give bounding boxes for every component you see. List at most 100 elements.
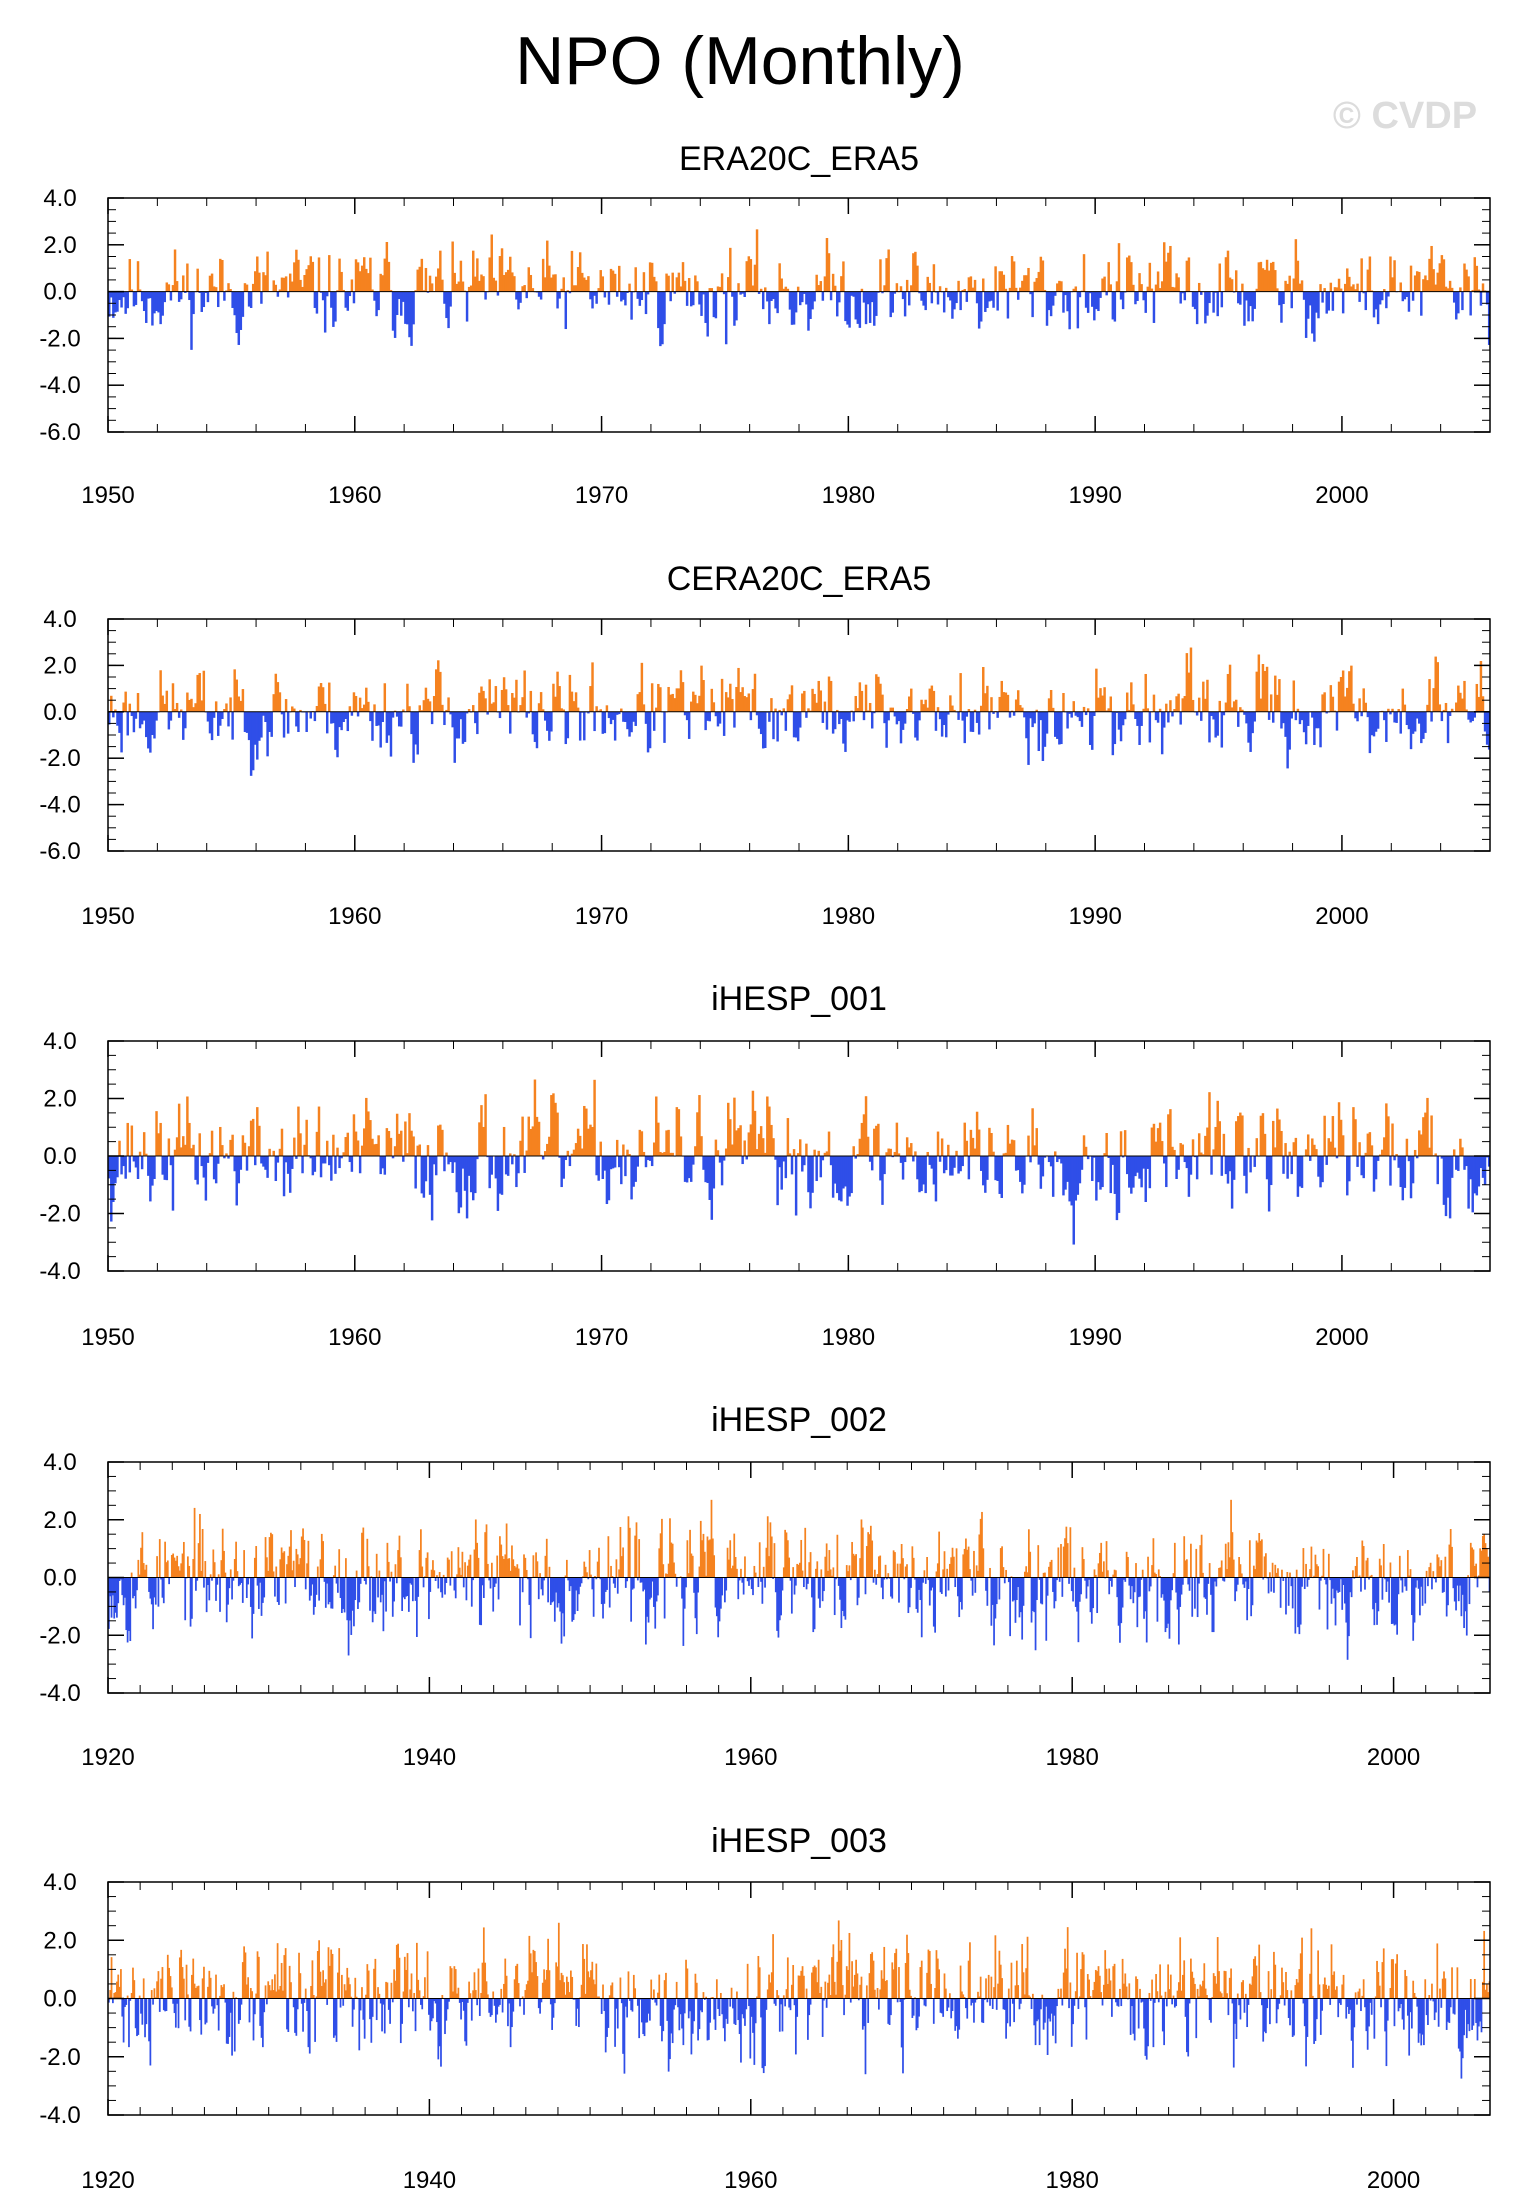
positive-bar (1274, 1147, 1277, 1157)
positive-bar (1255, 1540, 1258, 1578)
negative-bar (1465, 1156, 1468, 1167)
positive-bar (293, 1137, 296, 1156)
positive-bar (560, 288, 563, 292)
positive-bar (416, 1145, 419, 1156)
positive-bar (1361, 1540, 1364, 1578)
positive-bar (653, 1989, 655, 1999)
positive-bar (564, 1994, 567, 1999)
negative-bar (260, 711, 263, 738)
negative-bar (305, 711, 308, 732)
negative-bar (1313, 291, 1316, 342)
negative-bar (714, 291, 718, 319)
negative-bar (842, 711, 845, 744)
positive-bar (441, 1995, 444, 1999)
positive-bar (1439, 1566, 1441, 1578)
positive-bar (683, 280, 687, 292)
negative-bar (383, 1998, 386, 2034)
positive-bar (1439, 1988, 1441, 1999)
negative-bar (1184, 1998, 1187, 2017)
negative-bar (697, 1998, 699, 2041)
positive-bar (681, 262, 685, 292)
negative-bar (153, 1156, 156, 1179)
positive-bar (1237, 1116, 1240, 1156)
positive-bar (1191, 1139, 1195, 1156)
positive-bar (1112, 1966, 1115, 1999)
positive-bar (142, 1563, 145, 1578)
negative-bar (1006, 291, 1010, 319)
negative-bar (1099, 1156, 1102, 1190)
negative-bar (908, 1577, 911, 1608)
positive-bar (406, 683, 409, 712)
negative-bar (1401, 1998, 1404, 2020)
negative-bar (373, 291, 376, 301)
positive-bar (1354, 289, 1357, 292)
positive-bar (689, 1529, 691, 1578)
positive-bar (305, 269, 308, 292)
negative-bar (1239, 1998, 1242, 2020)
positive-bar (702, 680, 705, 712)
negative-bar (1329, 1577, 1332, 1581)
negative-bar (1323, 1577, 1326, 1580)
positive-bar (735, 1130, 738, 1156)
negative-bar (1472, 1998, 1475, 2026)
positive-bar (229, 1569, 232, 1578)
negative-bar (903, 1577, 906, 1580)
positive-bar (669, 694, 672, 712)
positive-bar (1391, 1123, 1394, 1156)
positive-bar (554, 696, 557, 712)
negative-bar (1040, 1998, 1042, 2010)
negative-bar (1284, 711, 1287, 737)
positive-bar (1350, 286, 1353, 292)
positive-bar (482, 276, 485, 292)
negative-bar (1385, 1998, 1388, 2067)
negative-bar (1234, 1577, 1236, 1602)
positive-bar (765, 1547, 768, 1578)
positive-bar (1212, 1973, 1215, 1999)
negative-bar (478, 1998, 481, 2016)
positive-bar (1463, 680, 1466, 712)
positive-bar (1269, 1572, 1271, 1578)
negative-bar (429, 1998, 432, 2031)
positive-bar (118, 1140, 121, 1156)
positive-bar (731, 1144, 734, 1156)
negative-bar (151, 291, 154, 326)
negative-bar (961, 711, 964, 721)
negative-bar (838, 1156, 841, 1201)
negative-bar (1380, 1998, 1382, 2008)
positive-bar (610, 1565, 612, 1578)
negative-bar (579, 1577, 582, 1587)
positive-bar (178, 1957, 181, 1999)
negative-bar (1077, 1998, 1080, 2009)
positive-bar (786, 699, 790, 712)
positive-bar (1263, 670, 1267, 712)
negative-bar (919, 1577, 922, 1601)
positive-bar (1216, 1937, 1219, 1999)
positive-bar (1459, 287, 1462, 292)
positive-bar (1362, 688, 1365, 712)
positive-bar (1008, 1143, 1012, 1156)
negative-bar (1467, 1156, 1470, 1209)
negative-bar (714, 711, 718, 717)
negative-bar (188, 291, 191, 301)
positive-bar (356, 262, 360, 292)
positive-bar (962, 1994, 965, 1999)
negative-bar (982, 1998, 985, 2023)
negative-bar (495, 1577, 497, 1584)
positive-bar (209, 1574, 212, 1578)
negative-bar (294, 1998, 296, 2033)
negative-bar (374, 1577, 377, 1614)
x-tick-label: 1920 (81, 2167, 134, 2194)
positive-bar (1123, 1983, 1125, 1999)
positive-bar (1228, 277, 1232, 292)
positive-bar (328, 255, 331, 292)
negative-bar (1289, 1998, 1291, 2026)
positive-bar (126, 1122, 129, 1156)
positive-bar (1315, 1149, 1318, 1156)
negative-bar (690, 291, 693, 307)
positive-bar (1155, 1574, 1157, 1578)
negative-bar (556, 1577, 559, 1608)
positive-bar (1269, 262, 1273, 292)
positive-bar (1436, 662, 1439, 712)
negative-bar (811, 1156, 814, 1193)
negative-bar (241, 1577, 244, 1603)
